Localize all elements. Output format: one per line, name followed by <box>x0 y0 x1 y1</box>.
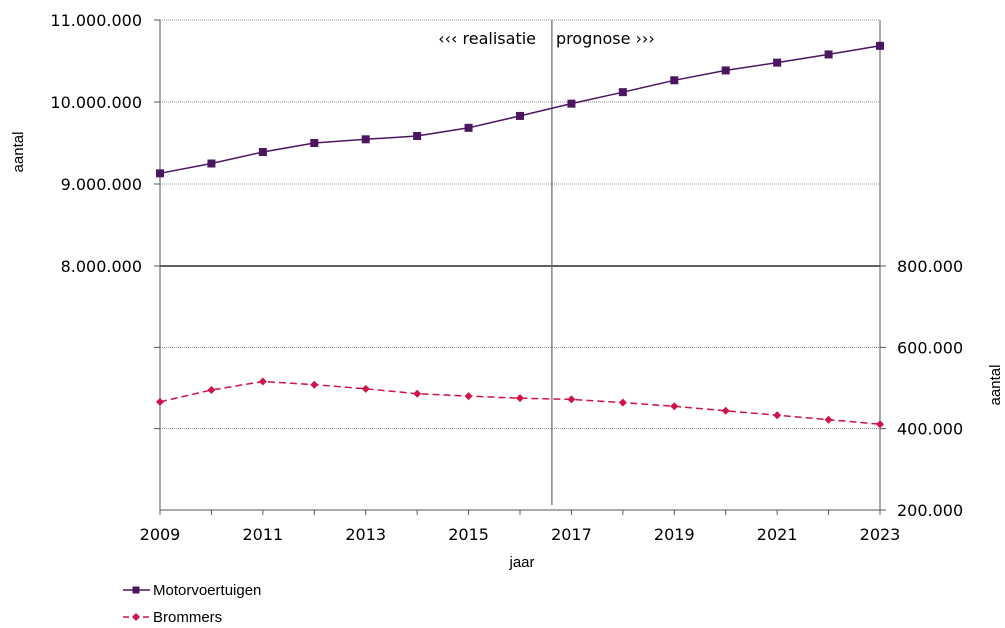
data-point-motorvoertuigen <box>361 135 370 144</box>
x-axis-title: jaar <box>508 554 534 571</box>
y-left-tick-label: 8.000.000 <box>61 257 142 276</box>
data-point-motorvoertuigen <box>721 66 730 75</box>
legend-label-motorvoertuigen: Motorvoertuigen <box>153 582 261 599</box>
legend-marker-brommers <box>132 613 140 621</box>
x-tick-label: 2013 <box>345 525 386 544</box>
data-point-brommers <box>516 394 524 403</box>
data-point-motorvoertuigen <box>567 99 576 108</box>
y-right-tick-label: 800.000 <box>897 257 963 276</box>
annotation-prognose: prognose ››› <box>556 29 655 48</box>
data-point-brommers <box>670 402 679 411</box>
data-point-brommers <box>567 395 576 404</box>
y-left-tick-label: 10.000.000 <box>50 93 142 112</box>
data-point-motorvoertuigen <box>258 148 267 157</box>
data-point-brommers <box>618 398 627 407</box>
data-point-motorvoertuigen <box>876 41 884 50</box>
data-point-brommers <box>361 384 370 393</box>
y-right-tick-label: 600.000 <box>897 338 963 357</box>
data-point-motorvoertuigen <box>670 76 679 85</box>
y-left-tick-label: 9.000.000 <box>61 175 142 194</box>
data-point-brommers <box>824 415 833 424</box>
x-tick-label: 2009 <box>140 525 181 544</box>
data-point-brommers <box>876 420 884 429</box>
data-point-motorvoertuigen <box>824 50 833 59</box>
data-point-brommers <box>258 377 267 386</box>
x-tick-label: 2019 <box>654 525 695 544</box>
data-point-motorvoertuigen <box>773 58 782 67</box>
data-point-motorvoertuigen <box>464 123 473 132</box>
y-axis-title-right: aantal <box>987 365 1004 406</box>
y-right-tick-label: 400.000 <box>897 420 963 439</box>
x-tick-label: 2023 <box>860 525 901 544</box>
series-layer <box>156 41 884 429</box>
data-point-brommers <box>721 406 730 415</box>
data-point-motorvoertuigen <box>207 159 216 168</box>
data-point-motorvoertuigen <box>156 169 164 178</box>
legend: Motorvoertuigen Brommers <box>123 582 261 626</box>
data-point-brommers <box>773 411 782 420</box>
legend-marker-motorvoertuigen <box>132 586 140 594</box>
data-point-brommers <box>464 392 473 401</box>
series-line-brommers <box>159 380 881 425</box>
legend-item-brommers: Brommers <box>123 609 222 626</box>
series-line-motorvoertuigen <box>159 45 881 175</box>
data-point-brommers <box>156 397 164 406</box>
y-right-tick-label: 200.000 <box>897 501 963 520</box>
data-point-brommers <box>310 380 319 389</box>
x-tick-label: 2015 <box>448 525 489 544</box>
legend-label-brommers: Brommers <box>153 609 222 626</box>
data-point-motorvoertuigen <box>516 111 524 120</box>
axes <box>154 19 886 515</box>
tick-labels: 11.000.000 10.000.000 9.000.000 8.000.000 80… <box>50 11 963 544</box>
annotation-realisatie: ‹‹‹ realisatie <box>438 29 536 48</box>
data-point-brommers <box>207 386 216 395</box>
y-left-tick-label: 11.000.000 <box>50 11 142 30</box>
data-point-brommers <box>413 389 422 398</box>
data-point-motorvoertuigen <box>310 139 319 147</box>
data-point-motorvoertuigen <box>413 132 422 141</box>
legend-item-motorvoertuigen: Motorvoertuigen <box>123 582 261 599</box>
x-tick-label: 2011 <box>242 525 283 544</box>
x-tick-label: 2021 <box>757 525 798 544</box>
grid <box>160 19 880 430</box>
x-tick-label: 2017 <box>551 525 592 544</box>
y-axis-title-left: aantal <box>10 132 27 173</box>
data-point-motorvoertuigen <box>618 88 627 97</box>
